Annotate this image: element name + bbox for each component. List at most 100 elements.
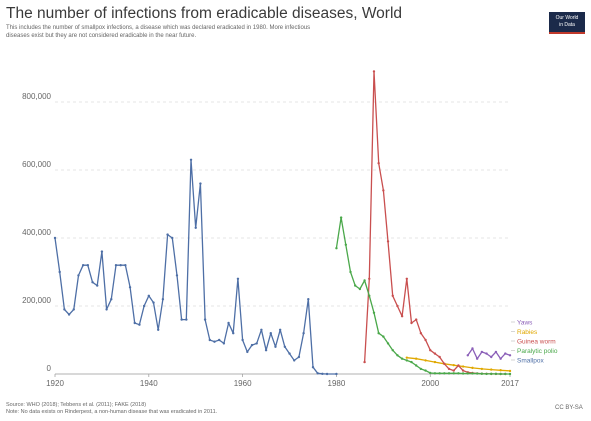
data-point-paralytic-polio[interactable] bbox=[452, 372, 455, 375]
data-point-paralytic-polio[interactable] bbox=[410, 360, 413, 364]
data-point-smallpox[interactable] bbox=[53, 236, 57, 240]
data-point-paralytic-polio[interactable] bbox=[363, 279, 366, 282]
data-point-smallpox[interactable] bbox=[269, 332, 272, 335]
data-point-paralytic-polio[interactable] bbox=[368, 294, 371, 297]
data-point-smallpox[interactable] bbox=[264, 349, 268, 352]
license-label[interactable]: CC BY-SA bbox=[555, 405, 583, 411]
data-point-paralytic-polio[interactable] bbox=[475, 372, 479, 375]
data-point-smallpox[interactable] bbox=[250, 343, 254, 347]
data-point-smallpox[interactable] bbox=[260, 328, 263, 331]
data-point-paralytic-polio[interactable] bbox=[391, 349, 394, 352]
data-point-rabies[interactable] bbox=[414, 357, 418, 360]
data-point-smallpox[interactable] bbox=[142, 304, 146, 308]
data-point-paralytic-polio[interactable] bbox=[466, 372, 469, 375]
legend-label-yaws[interactable]: Yaws bbox=[517, 319, 533, 326]
data-point-smallpox[interactable] bbox=[147, 294, 151, 297]
data-point-smallpox[interactable] bbox=[278, 328, 282, 331]
data-point-paralytic-polio[interactable] bbox=[461, 372, 465, 375]
data-point-smallpox[interactable] bbox=[156, 328, 160, 331]
data-point-guinea-worm[interactable] bbox=[433, 352, 437, 355]
data-point-smallpox[interactable] bbox=[293, 359, 296, 362]
data-point-smallpox[interactable] bbox=[283, 345, 287, 348]
data-point-paralytic-polio[interactable] bbox=[490, 372, 493, 376]
source-note[interactable]: Source: WHO (2018); Tebbens et al. (2011… bbox=[6, 402, 147, 408]
data-point-yaws[interactable] bbox=[499, 357, 502, 360]
data-point-paralytic-polio[interactable] bbox=[349, 270, 352, 274]
data-point-smallpox[interactable] bbox=[203, 318, 207, 321]
data-point-rabies[interactable] bbox=[424, 359, 427, 362]
series-line-paralytic-polio[interactable] bbox=[335, 216, 510, 375]
series-line-smallpox[interactable] bbox=[54, 159, 337, 375]
data-point-smallpox[interactable] bbox=[105, 308, 108, 311]
data-point-smallpox[interactable] bbox=[180, 318, 183, 321]
data-point-guinea-worm[interactable] bbox=[452, 369, 455, 372]
legend-label-guinea-worm[interactable]: Guinea worm bbox=[517, 338, 556, 345]
data-point-paralytic-polio[interactable] bbox=[382, 335, 385, 338]
data-point-smallpox[interactable] bbox=[335, 372, 338, 376]
data-point-smallpox[interactable] bbox=[236, 277, 240, 280]
data-point-guinea-worm[interactable] bbox=[424, 338, 427, 342]
data-point-paralytic-polio[interactable] bbox=[386, 342, 390, 345]
data-point-smallpox[interactable] bbox=[307, 298, 310, 301]
legend-label-paralytic-polio[interactable]: Paralytic polio bbox=[517, 348, 558, 355]
data-point-paralytic-polio[interactable] bbox=[358, 287, 362, 291]
data-point-smallpox[interactable] bbox=[81, 264, 85, 267]
data-point-smallpox[interactable] bbox=[152, 301, 155, 304]
data-point-guinea-worm[interactable] bbox=[391, 294, 394, 297]
data-point-smallpox[interactable] bbox=[124, 264, 127, 267]
data-point-guinea-worm[interactable] bbox=[429, 349, 432, 352]
data-point-guinea-worm[interactable] bbox=[461, 369, 465, 372]
data-point-paralytic-polio[interactable] bbox=[494, 372, 498, 376]
data-point-paralytic-polio[interactable] bbox=[443, 372, 446, 375]
data-point-smallpox[interactable] bbox=[133, 321, 136, 325]
data-point-smallpox[interactable] bbox=[63, 308, 66, 311]
data-point-rabies[interactable] bbox=[508, 369, 512, 373]
data-point-smallpox[interactable] bbox=[232, 332, 235, 335]
data-point-smallpox[interactable] bbox=[241, 338, 244, 342]
data-point-rabies[interactable] bbox=[452, 363, 455, 367]
data-point-smallpox[interactable] bbox=[138, 323, 141, 326]
data-point-smallpox[interactable] bbox=[311, 366, 315, 369]
data-point-yaws[interactable] bbox=[485, 352, 488, 355]
data-point-smallpox[interactable] bbox=[166, 233, 169, 236]
data-point-smallpox[interactable] bbox=[189, 158, 193, 161]
data-point-smallpox[interactable] bbox=[325, 372, 329, 376]
data-point-smallpox[interactable] bbox=[100, 250, 104, 253]
data-point-paralytic-polio[interactable] bbox=[485, 372, 488, 376]
data-point-smallpox[interactable] bbox=[161, 298, 165, 301]
data-point-paralytic-polio[interactable] bbox=[396, 354, 399, 357]
data-point-smallpox[interactable] bbox=[185, 318, 188, 321]
data-point-yaws[interactable] bbox=[471, 347, 474, 350]
data-point-guinea-worm[interactable] bbox=[368, 277, 371, 280]
series-line-yaws[interactable] bbox=[467, 347, 511, 360]
data-point-rabies[interactable] bbox=[471, 366, 474, 370]
data-point-yaws[interactable] bbox=[504, 352, 507, 355]
data-point-smallpox[interactable] bbox=[128, 286, 132, 289]
data-point-smallpox[interactable] bbox=[213, 340, 216, 343]
data-point-paralytic-polio[interactable] bbox=[377, 332, 380, 335]
data-point-guinea-worm[interactable] bbox=[443, 362, 446, 365]
data-point-smallpox[interactable] bbox=[246, 350, 249, 354]
data-point-guinea-worm[interactable] bbox=[400, 315, 404, 318]
data-point-smallpox[interactable] bbox=[199, 182, 202, 185]
owid-logo[interactable]: Our World in Data bbox=[549, 12, 585, 34]
legend-label-rabies[interactable]: Rabies bbox=[517, 329, 538, 336]
data-point-paralytic-polio[interactable] bbox=[424, 369, 427, 372]
data-point-smallpox[interactable] bbox=[86, 264, 90, 267]
data-point-guinea-worm[interactable] bbox=[377, 162, 380, 165]
data-point-smallpox[interactable] bbox=[91, 281, 94, 284]
data-point-smallpox[interactable] bbox=[58, 270, 61, 274]
data-point-paralytic-polio[interactable] bbox=[471, 372, 474, 375]
data-point-yaws[interactable] bbox=[475, 357, 479, 360]
data-point-smallpox[interactable] bbox=[274, 345, 277, 348]
data-point-rabies[interactable] bbox=[480, 367, 484, 371]
data-point-yaws[interactable] bbox=[480, 350, 484, 354]
data-point-paralytic-polio[interactable] bbox=[457, 372, 460, 375]
data-point-paralytic-polio[interactable] bbox=[419, 367, 423, 371]
data-point-paralytic-polio[interactable] bbox=[480, 372, 484, 375]
data-point-smallpox[interactable] bbox=[227, 321, 230, 325]
data-point-paralytic-polio[interactable] bbox=[344, 243, 348, 246]
data-point-smallpox[interactable] bbox=[110, 298, 113, 301]
data-point-rabies[interactable] bbox=[433, 360, 437, 364]
series-line-guinea-worm[interactable] bbox=[363, 70, 506, 375]
